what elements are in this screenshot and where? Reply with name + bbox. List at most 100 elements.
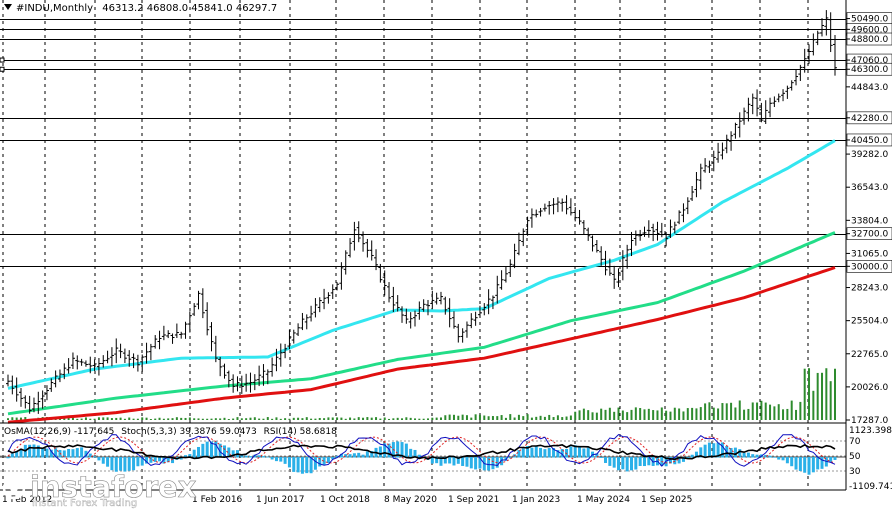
volume-bar bbox=[539, 415, 542, 420]
osma-histogram-bar bbox=[833, 457, 837, 460]
osma-label: OsMA(12,26,9) -117.645 bbox=[4, 427, 114, 437]
volume-bar bbox=[318, 417, 321, 420]
osma-histogram-bar bbox=[149, 457, 153, 463]
volume-bar bbox=[448, 414, 451, 420]
volume-bar bbox=[665, 410, 668, 420]
osma-histogram-bar bbox=[279, 457, 283, 462]
osma-histogram-bar bbox=[772, 457, 776, 458]
osma-histogram-bar bbox=[261, 456, 265, 458]
volume-bar bbox=[470, 417, 473, 420]
volume-bar bbox=[639, 408, 642, 420]
stoch-signal-line bbox=[7, 436, 836, 464]
rsi-line bbox=[7, 443, 836, 461]
volume-bar bbox=[465, 415, 468, 420]
osma-histogram-bar bbox=[244, 455, 248, 458]
volume-bar bbox=[249, 417, 252, 420]
osma-histogram-bar bbox=[733, 447, 737, 458]
osma-histogram-bar bbox=[201, 443, 205, 458]
volume-bar bbox=[504, 417, 507, 420]
osma-histogram-bar bbox=[413, 449, 417, 458]
volume-bar bbox=[825, 368, 828, 420]
instaforex-logo-dot-icon bbox=[10, 484, 18, 492]
osma-histogram-bar bbox=[313, 457, 317, 470]
volume-bar bbox=[656, 410, 659, 420]
osma-histogram-bar bbox=[28, 444, 32, 458]
osma-histogram-bar bbox=[543, 449, 547, 458]
osma-histogram-bar bbox=[461, 457, 465, 466]
osma-histogram-bar bbox=[106, 457, 110, 467]
volume-bar bbox=[375, 417, 378, 420]
osma-histogram-bar bbox=[248, 456, 252, 458]
osma-histogram-bar bbox=[188, 454, 192, 458]
osma-histogram-bar bbox=[751, 454, 755, 458]
osma-histogram-bar bbox=[668, 457, 672, 464]
osma-histogram-bar bbox=[162, 457, 166, 464]
volume-bar bbox=[647, 408, 650, 420]
volume-bar bbox=[314, 418, 317, 420]
osma-histogram-bar bbox=[569, 446, 573, 458]
price-label-30000: 30000.0 bbox=[851, 262, 888, 272]
volume-bar bbox=[496, 416, 499, 420]
osma-histogram-bar bbox=[443, 457, 447, 464]
osma-histogram-bar bbox=[629, 457, 633, 471]
volume-bar bbox=[223, 417, 226, 420]
volume-bar bbox=[123, 418, 126, 420]
volume-bar bbox=[414, 418, 417, 420]
osma-histogram-bar bbox=[573, 445, 577, 458]
osma-histogram-bar bbox=[318, 457, 322, 467]
osma-histogram-bar bbox=[829, 457, 833, 462]
volume-bar bbox=[201, 418, 204, 420]
volume-bar bbox=[708, 402, 711, 420]
osma-histogram-bar bbox=[166, 457, 170, 463]
osma-histogram-bar bbox=[114, 457, 118, 472]
volume-bar bbox=[136, 418, 139, 420]
volume-bar bbox=[227, 418, 230, 420]
osma-histogram-bar bbox=[132, 457, 136, 471]
collapse-triangle-icon[interactable] bbox=[4, 4, 12, 10]
osma-histogram-bar bbox=[309, 457, 313, 474]
osma-histogram-bar bbox=[807, 457, 811, 475]
osma-histogram-bar bbox=[45, 448, 49, 458]
osma-histogram-bar bbox=[344, 454, 348, 458]
osma-histogram-bar bbox=[88, 453, 92, 458]
price-label-47060: 47060.0 bbox=[851, 56, 888, 66]
osma-histogram-bar bbox=[794, 457, 798, 470]
osma-histogram-bar bbox=[387, 443, 391, 458]
osma-histogram-bar bbox=[352, 453, 356, 458]
osma-histogram-bar bbox=[448, 457, 452, 464]
volume-bar bbox=[288, 418, 291, 420]
price-label-44843: 44843.0 bbox=[851, 83, 888, 93]
osma-histogram-bar bbox=[101, 457, 105, 464]
volume-bar bbox=[660, 407, 663, 420]
volume-bar bbox=[760, 400, 763, 420]
volume-bar bbox=[483, 415, 486, 420]
volume-bar bbox=[509, 414, 512, 420]
osma-histogram-bar bbox=[617, 457, 621, 471]
volume-bar bbox=[431, 417, 434, 420]
osma-histogram-bar bbox=[365, 451, 369, 458]
volume-bar bbox=[197, 418, 200, 420]
price-label-33804: 33804.0 bbox=[851, 216, 888, 226]
volume-bars bbox=[7, 368, 836, 420]
volume-bar bbox=[457, 415, 460, 420]
symbol-label: #INDU,Monthly bbox=[16, 3, 93, 14]
osma-histogram-bar bbox=[586, 447, 590, 458]
osma-histogram-bar bbox=[119, 457, 123, 471]
volume-bar bbox=[245, 418, 248, 420]
volume-bar bbox=[193, 418, 196, 420]
volume-bar bbox=[487, 416, 490, 420]
osma-histogram-bar bbox=[370, 450, 374, 458]
volume-bar bbox=[214, 418, 217, 420]
volume-bar bbox=[11, 417, 14, 420]
osma-histogram-bar bbox=[452, 457, 456, 466]
volume-bar bbox=[513, 417, 516, 420]
osma-histogram-bar bbox=[625, 457, 629, 472]
volume-bar bbox=[812, 390, 815, 420]
osma-histogram-bar bbox=[153, 457, 157, 462]
ma-fast-line bbox=[7, 139, 836, 390]
osma-histogram-bar bbox=[526, 445, 530, 458]
volume-bar bbox=[669, 411, 672, 420]
osma-histogram-bar bbox=[560, 449, 564, 458]
osma-histogram-bar bbox=[197, 446, 201, 458]
volume-bar bbox=[717, 408, 720, 420]
